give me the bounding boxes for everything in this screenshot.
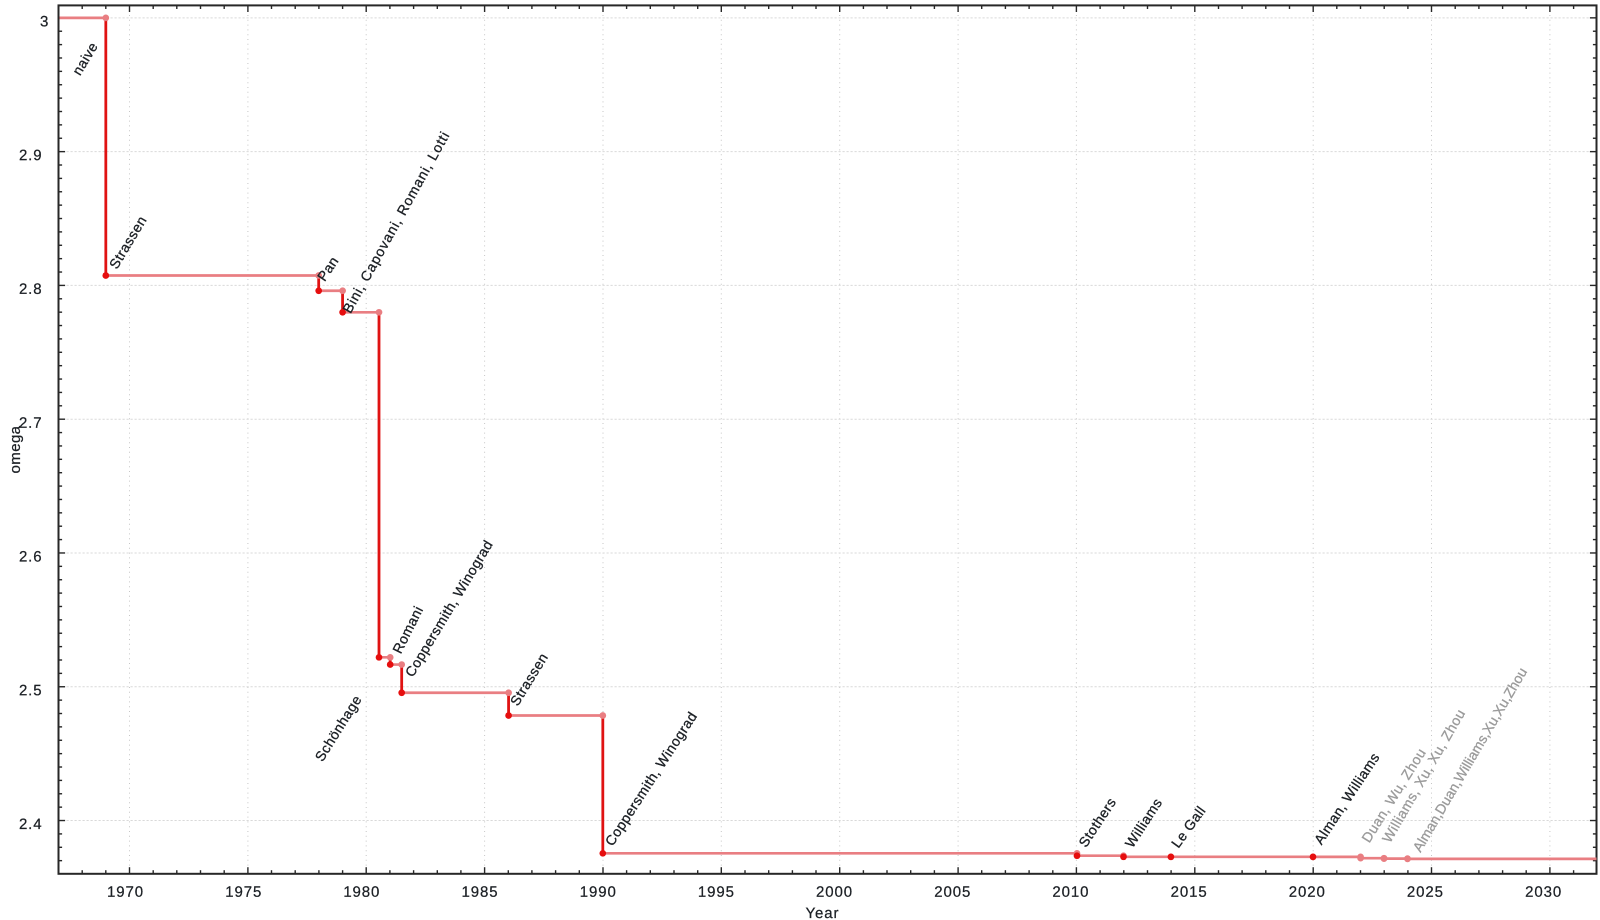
svg-text:2015: 2015 [1171, 884, 1208, 901]
svg-text:2.9: 2.9 [19, 147, 43, 164]
svg-text:1970: 1970 [107, 884, 144, 901]
svg-text:2030: 2030 [1525, 884, 1562, 901]
svg-text:1985: 1985 [462, 884, 499, 901]
svg-text:2.4: 2.4 [19, 816, 43, 833]
svg-text:2010: 2010 [1052, 884, 1089, 901]
svg-text:3: 3 [40, 13, 49, 30]
svg-text:2005: 2005 [934, 884, 971, 901]
svg-text:2025: 2025 [1407, 884, 1444, 901]
svg-text:Year: Year [805, 905, 839, 920]
svg-text:2.5: 2.5 [19, 682, 43, 699]
svg-text:1980: 1980 [343, 884, 380, 901]
svg-text:2020: 2020 [1289, 884, 1326, 901]
svg-text:2.7: 2.7 [19, 415, 43, 432]
svg-text:2.8: 2.8 [19, 281, 43, 298]
svg-text:omega: omega [7, 425, 24, 473]
svg-text:2.6: 2.6 [19, 548, 43, 565]
svg-text:1995: 1995 [698, 884, 735, 901]
svg-text:2000: 2000 [816, 884, 853, 901]
svg-text:1990: 1990 [580, 884, 617, 901]
svg-text:1975: 1975 [225, 884, 262, 901]
